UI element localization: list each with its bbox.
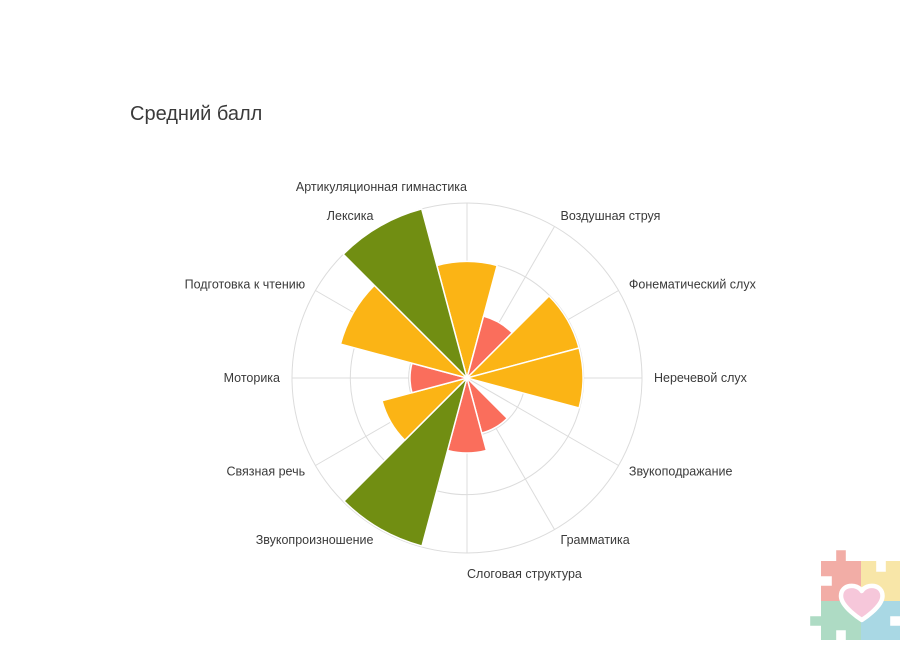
svg-text:Связная речь: Связная речь	[226, 465, 305, 479]
svg-text:Звукопроизношение: Звукопроизношение	[256, 533, 374, 547]
svg-text:Воздушная струя: Воздушная струя	[561, 209, 661, 223]
svg-text:Моторика: Моторика	[224, 371, 280, 385]
svg-text:Артикуляционная гимнастика: Артикуляционная гимнастика	[296, 180, 467, 194]
svg-text:Слоговая структура: Слоговая структура	[467, 567, 582, 581]
svg-text:Звукоподражание: Звукоподражание	[629, 465, 733, 479]
svg-text:Неречевой слух: Неречевой слух	[654, 371, 748, 385]
svg-text:Лексика: Лексика	[327, 209, 374, 223]
svg-text:Фонематический слух: Фонематический слух	[629, 278, 757, 292]
svg-text:Грамматика: Грамматика	[561, 533, 630, 547]
svg-text:Подготовка к чтению: Подготовка к чтению	[185, 278, 306, 292]
